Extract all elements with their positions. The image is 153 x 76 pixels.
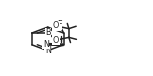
Text: O: O: [53, 21, 59, 30]
Text: F: F: [57, 20, 62, 29]
Text: O: O: [53, 36, 59, 45]
Text: N: N: [45, 46, 51, 55]
Text: N: N: [43, 40, 49, 49]
Text: B: B: [45, 28, 51, 37]
